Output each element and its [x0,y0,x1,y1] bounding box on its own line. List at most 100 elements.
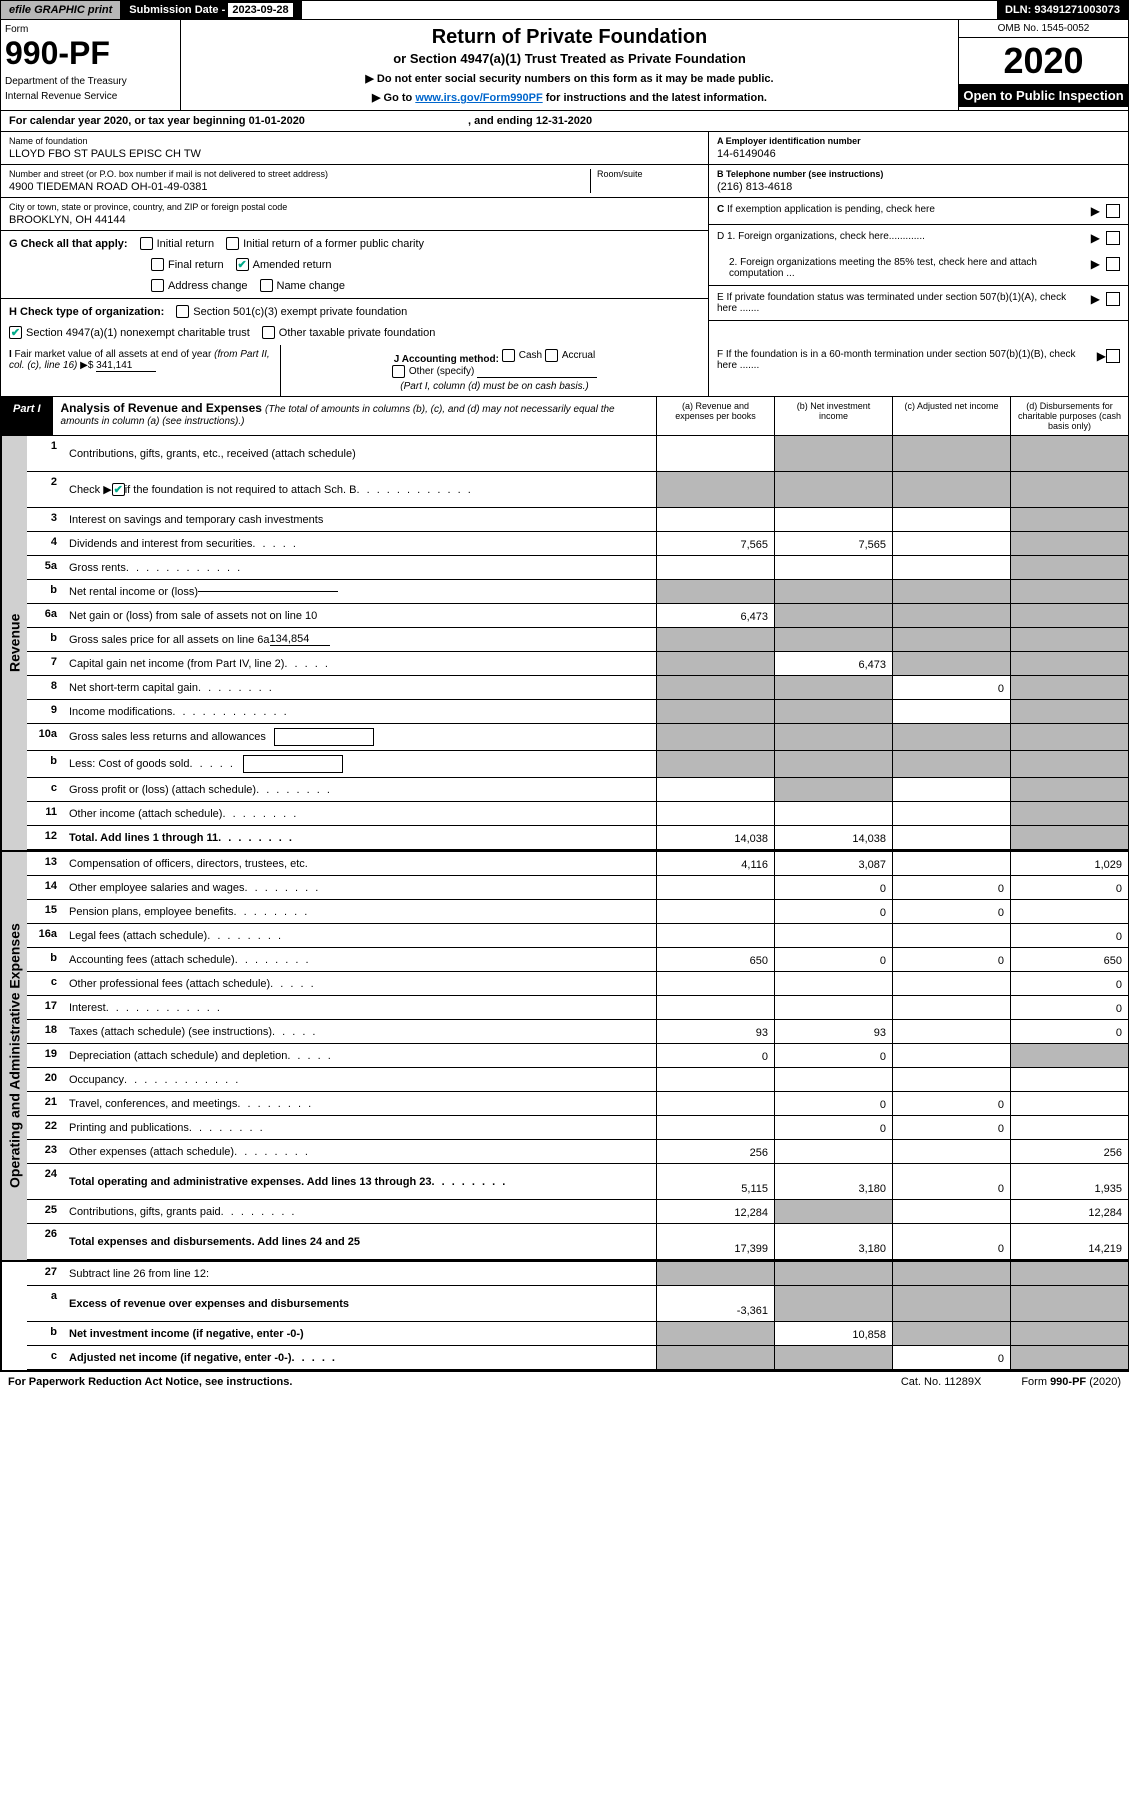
line-16c: Other professional fees (attach schedule… [63,972,656,995]
section-g: G Check all that apply: Initial return I… [1,231,708,299]
line-3: Interest on savings and temporary cash i… [63,508,656,531]
cb-initial-former[interactable] [226,237,239,250]
dept-treasury: Department of the Treasury [5,76,176,87]
line-10c: Gross profit or (loss) (attach schedule) [63,778,656,801]
cb-other-method[interactable] [392,365,405,378]
part1-header: Part I Analysis of Revenue and Expenses … [0,397,1129,436]
form-ref: Form 990-PF (2020) [1021,1376,1121,1388]
revenue-side-label: Revenue [1,436,27,850]
form-title: Return of Private Foundation [187,26,952,49]
form-subtitle: or Section 4947(a)(1) Trust Treated as P… [187,51,952,66]
cb-sch-b[interactable]: ✔ [112,483,125,496]
line-21: Travel, conferences, and meetings [63,1092,656,1115]
link-note: ▶ Go to www.irs.gov/Form990PF for instru… [187,91,952,104]
d1-label: D 1. Foreign organizations, check here..… [717,231,1085,242]
irs-link[interactable]: www.irs.gov/Form990PF [415,92,542,104]
f-label: F If the foundation is in a 60-month ter… [717,349,1097,392]
line-27b: Net investment income (if negative, ente… [63,1322,656,1345]
cb-501c3[interactable] [176,305,189,318]
submission-date-label: Submission Date - 2023-09-28 [121,1,301,19]
line-5a: Gross rents [63,556,656,579]
calendar-year-line: For calendar year 2020, or tax year begi… [0,111,1129,132]
line-27c: Adjusted net income (if negative, enter … [63,1346,656,1369]
arrow-icon: ▶ [1091,204,1100,218]
line-12: Total. Add lines 1 through 11 [63,826,656,849]
line-10a: Gross sales less returns and allowances [63,724,656,750]
line-23: Other expenses (attach schedule) [63,1140,656,1163]
line-24: Total operating and administrative expen… [63,1164,656,1199]
line-22: Printing and publications [63,1116,656,1139]
line-15: Pension plans, employee benefits [63,900,656,923]
cb-amended-return[interactable]: ✔ [236,258,249,271]
expenses-side-label: Operating and Administrative Expenses [1,852,27,1260]
addr-label: Number and street (or P.O. box number if… [9,169,590,179]
section-h: H Check type of organization: Section 50… [1,299,708,345]
arrow-icon: ▶ [1091,231,1100,245]
col-b-head: (b) Net investment income [774,397,892,435]
cb-initial-return[interactable] [140,237,153,250]
line-27: Subtract line 26 from line 12: [63,1262,656,1285]
line-8: Net short-term capital gain [63,676,656,699]
line-18: Taxes (attach schedule) (see instruction… [63,1020,656,1043]
line-7: Capital gain net income (from Part IV, l… [63,652,656,675]
line-19: Depreciation (attach schedule) and deple… [63,1044,656,1067]
line-1: Contributions, gifts, grants, etc., rece… [63,436,656,471]
cb-foreign-org[interactable] [1106,231,1120,245]
paperwork-notice: For Paperwork Reduction Act Notice, see … [8,1376,292,1388]
cb-accrual[interactable] [545,349,558,362]
col-c-head: (c) Adjusted net income [892,397,1010,435]
top-bar: efile GRAPHIC print Submission Date - 20… [0,0,1129,20]
line-4: Dividends and interest from securities [63,532,656,555]
omb-number: OMB No. 1545-0052 [959,20,1128,38]
dept-irs: Internal Revenue Service [5,91,176,102]
part-badge: Part I [1,397,53,435]
cb-address-change[interactable] [151,279,164,292]
cb-status-terminated[interactable] [1106,292,1120,306]
line-16a: Legal fees (attach schedule) [63,924,656,947]
cb-4947a1[interactable]: ✔ [9,326,22,339]
line-25: Contributions, gifts, grants paid [63,1200,656,1223]
line-5b: Net rental income or (loss) [63,580,656,603]
city-label: City or town, state or province, country… [9,202,700,212]
cb-final-return[interactable] [151,258,164,271]
cb-foreign-85[interactable] [1106,257,1120,271]
city-state-zip: BROOKLYN, OH 44144 [9,214,700,226]
line-10b: Less: Cost of goods sold [63,751,656,777]
cb-exemption-pending[interactable] [1106,204,1120,218]
arrow-icon: ▶ [1091,292,1100,306]
cat-no: Cat. No. 11289X [901,1376,982,1388]
cb-other-taxable[interactable] [262,326,275,339]
line-17: Interest [63,996,656,1019]
arrow-icon: ▶ [1097,349,1106,392]
line-13: Compensation of officers, directors, tru… [63,852,656,875]
line-11: Other income (attach schedule) [63,802,656,825]
form-header: Form 990-PF Department of the Treasury I… [0,20,1129,111]
form-number: 990-PF [5,35,176,72]
cb-cash[interactable] [502,349,515,362]
d2-label: 2. Foreign organizations meeting the 85%… [717,257,1085,279]
line-9: Income modifications [63,700,656,723]
line-2: Check ▶ ✔ if the foundation is not requi… [63,472,656,507]
revenue-table: Revenue 1Contributions, gifts, grants, e… [0,436,1129,850]
c-label: If exemption application is pending, che… [727,204,935,215]
form-label: Form [5,24,176,35]
efile-print-button[interactable]: efile GRAPHIC print [1,1,121,19]
cb-name-change[interactable] [260,279,273,292]
dln: DLN: 93491271003073 [997,1,1128,19]
street-address: 4900 TIEDEMAN ROAD OH-01-49-0381 [9,181,590,193]
phone-value: (216) 813-4618 [717,181,1120,193]
open-public-badge: Open to Public Inspection [959,84,1128,107]
page-footer: For Paperwork Reduction Act Notice, see … [0,1371,1129,1392]
ein-label: A Employer identification number [717,136,1120,146]
net-table: 27Subtract line 26 from line 12: aExcess… [0,1260,1129,1371]
foundation-name: LLOYD FBO ST PAULS EPISC CH TW [9,148,700,160]
name-label: Name of foundation [9,136,700,146]
e-label: E If private foundation status was termi… [717,292,1085,314]
j-note: (Part I, column (d) must be on cash basi… [289,381,700,392]
line-20: Occupancy [63,1068,656,1091]
cb-60-month[interactable] [1106,349,1120,363]
line-27a: Excess of revenue over expenses and disb… [63,1286,656,1321]
line-14: Other employee salaries and wages [63,876,656,899]
phone-label: B Telephone number (see instructions) [717,169,1120,179]
line-16b: Accounting fees (attach schedule) [63,948,656,971]
